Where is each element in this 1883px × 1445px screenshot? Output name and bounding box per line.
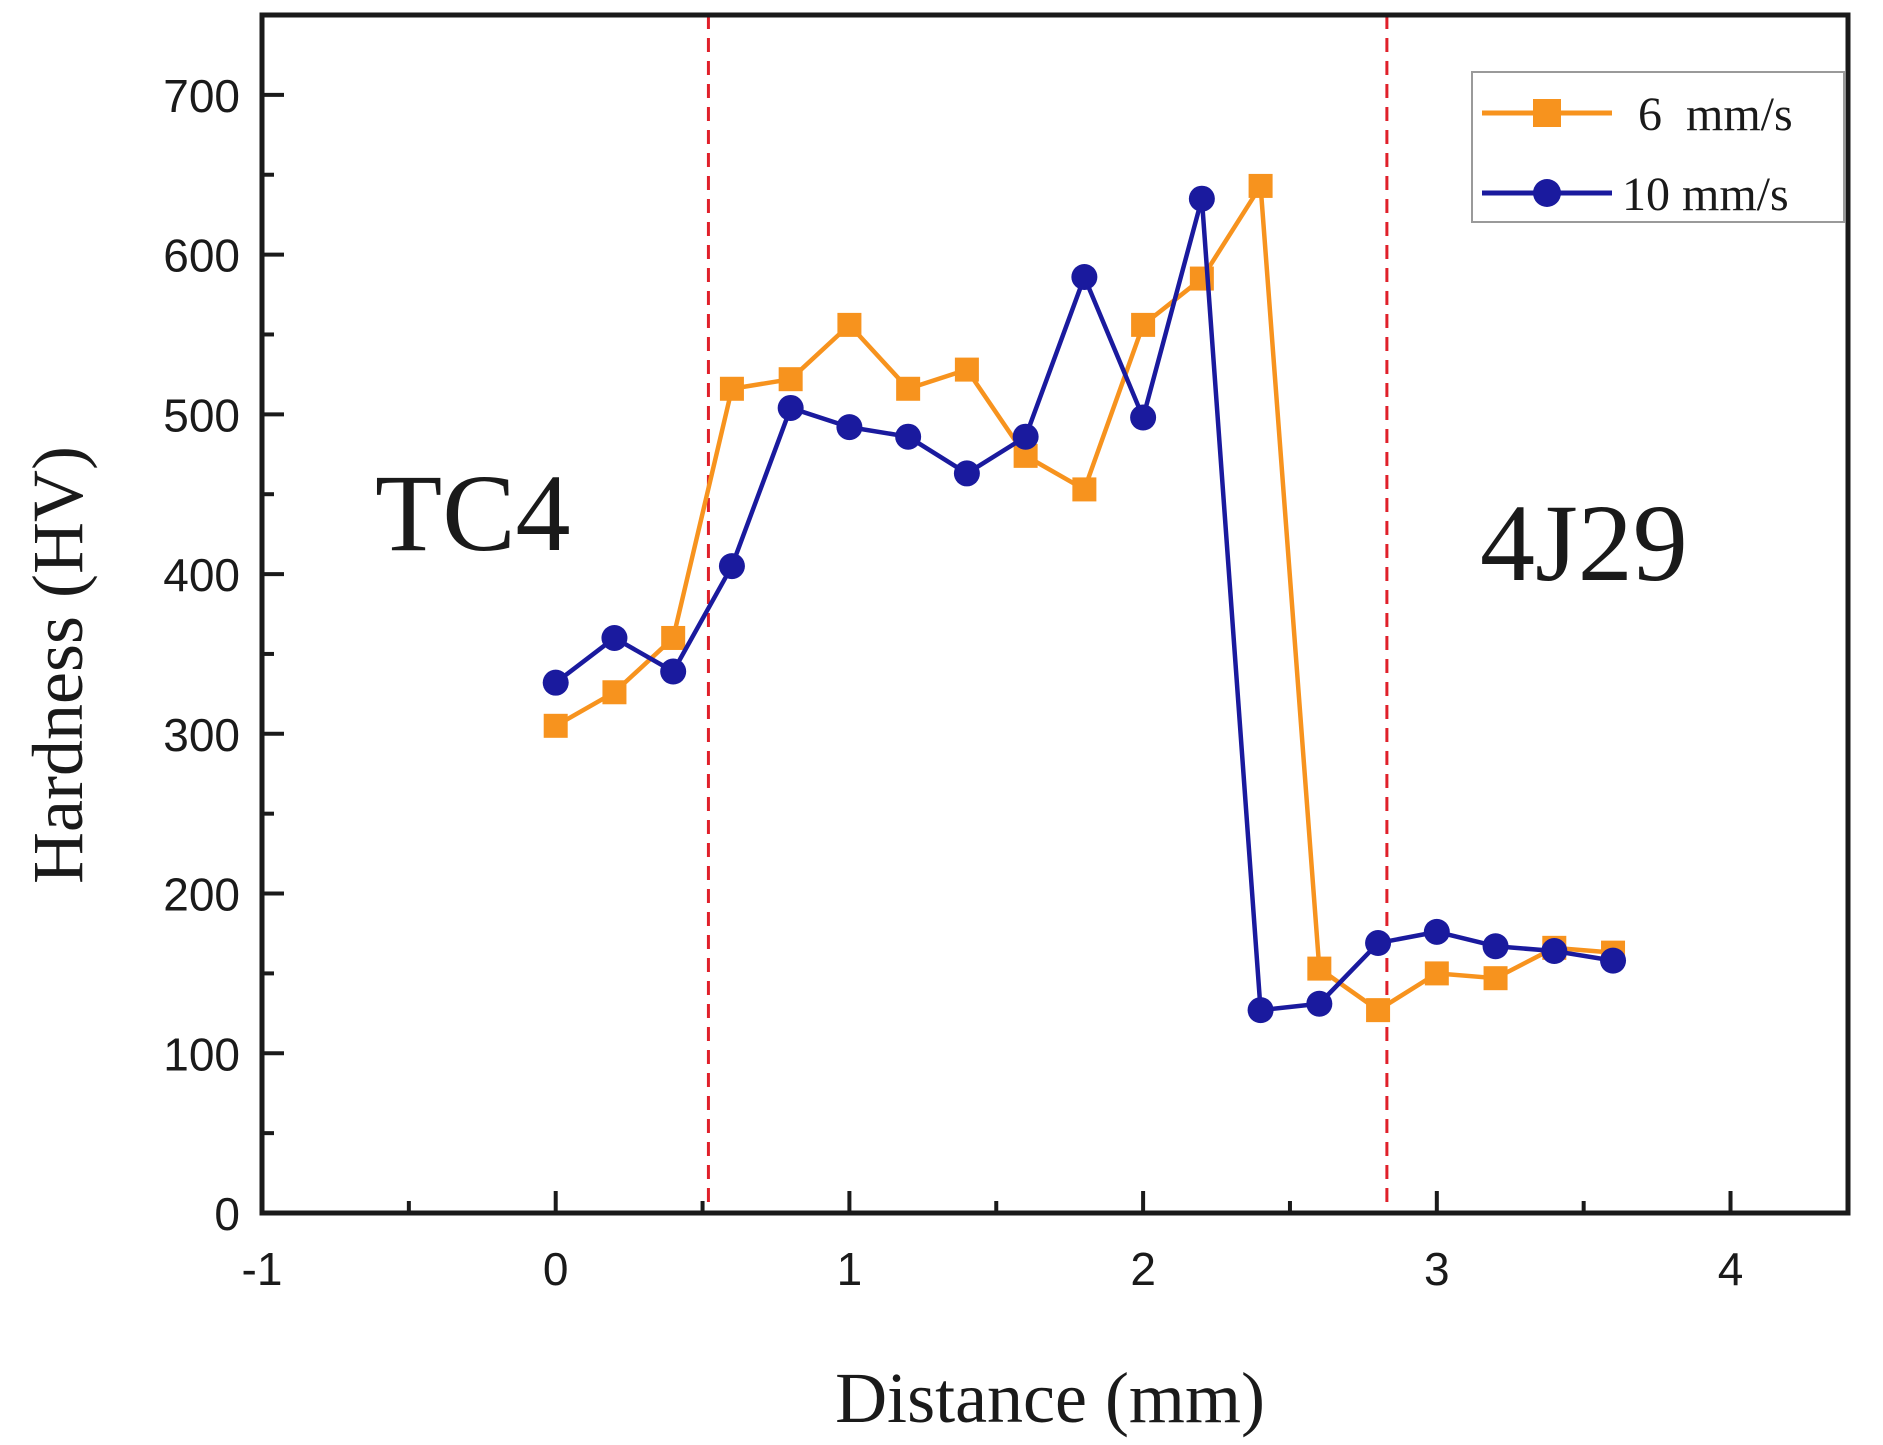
legend: 6 mm/s 10 mm/s bbox=[1471, 71, 1845, 223]
data-point-circle bbox=[836, 414, 863, 441]
data-point-square bbox=[1131, 312, 1156, 337]
data-point-circle bbox=[1365, 930, 1392, 957]
y-tick-label: 200 bbox=[163, 869, 240, 921]
y-axis: 0 100 200 300 400 500 600 700 bbox=[163, 70, 284, 1240]
data-point-circle bbox=[1423, 918, 1450, 945]
data-point-square bbox=[1366, 998, 1391, 1023]
data-point-circle bbox=[1482, 933, 1509, 960]
legend-label-6mms: 6 mm/s bbox=[1638, 88, 1793, 141]
y-tick-label: 700 bbox=[163, 70, 240, 122]
series-line-1 bbox=[554, 196, 1614, 1013]
legend-item-6mms: 6 mm/s bbox=[1482, 88, 1793, 141]
legend-marker-square bbox=[1533, 99, 1561, 127]
data-point-square bbox=[837, 312, 862, 337]
x-tick-label: 0 bbox=[543, 1243, 569, 1295]
data-point-circle bbox=[1306, 990, 1333, 1017]
series-layer bbox=[542, 173, 1627, 1024]
data-point-circle bbox=[777, 394, 804, 421]
legend-marker-circle bbox=[1533, 179, 1561, 207]
data-point-circle bbox=[1130, 404, 1157, 431]
data-point-square bbox=[719, 376, 744, 401]
data-point-square bbox=[1248, 173, 1273, 198]
data-point-circle bbox=[542, 669, 569, 696]
data-point-square bbox=[1483, 966, 1508, 991]
y-tick-label: 100 bbox=[163, 1028, 240, 1080]
data-point-circle bbox=[1188, 185, 1215, 212]
data-point-square bbox=[543, 713, 568, 738]
legend-label-10mms: 10 mm/s bbox=[1622, 168, 1789, 221]
data-point-circle bbox=[1600, 947, 1627, 974]
data-point-square bbox=[954, 357, 979, 382]
data-point-circle bbox=[895, 423, 922, 450]
data-point-square bbox=[778, 367, 803, 392]
data-point-square bbox=[896, 376, 921, 401]
legend-item-10mms: 10 mm/s bbox=[1482, 168, 1789, 221]
x-tick-label: -1 bbox=[242, 1243, 283, 1295]
x-tick-label: 4 bbox=[1718, 1243, 1744, 1295]
data-point-square bbox=[1424, 961, 1449, 986]
x-tick-label: 3 bbox=[1424, 1243, 1450, 1295]
x-axis-title: Distance (mm) bbox=[835, 1358, 1265, 1438]
data-point-circle bbox=[1071, 263, 1098, 290]
data-point-circle bbox=[718, 553, 745, 580]
data-point-circle bbox=[1541, 938, 1568, 965]
data-point-square bbox=[1307, 956, 1332, 981]
data-point-circle bbox=[1247, 997, 1274, 1024]
y-axis-title: Hardness (HV) bbox=[18, 446, 98, 884]
data-point-circle bbox=[660, 658, 687, 685]
data-point-circle bbox=[1012, 423, 1039, 450]
region-label-4j29: 4J29 bbox=[1480, 482, 1688, 604]
y-tick-label: 500 bbox=[163, 389, 240, 441]
data-point-square bbox=[661, 625, 686, 650]
y-tick-label: 300 bbox=[163, 709, 240, 761]
plot-frame bbox=[259, 12, 1851, 1216]
x-axis: -1 0 1 2 3 4 bbox=[242, 1191, 1744, 1295]
y-tick-label: 600 bbox=[163, 230, 240, 282]
reference-lines bbox=[706, 15, 1389, 1213]
x-tick-label: 2 bbox=[1130, 1243, 1156, 1295]
data-point-circle bbox=[953, 460, 980, 487]
data-point-square bbox=[1072, 477, 1097, 502]
data-point-square bbox=[602, 680, 627, 705]
region-label-tc4: TC4 bbox=[375, 452, 571, 574]
x-tick-label: 1 bbox=[837, 1243, 863, 1295]
data-point-circle bbox=[601, 624, 628, 651]
y-tick-label: 0 bbox=[214, 1188, 240, 1240]
y-tick-label: 400 bbox=[163, 549, 240, 601]
